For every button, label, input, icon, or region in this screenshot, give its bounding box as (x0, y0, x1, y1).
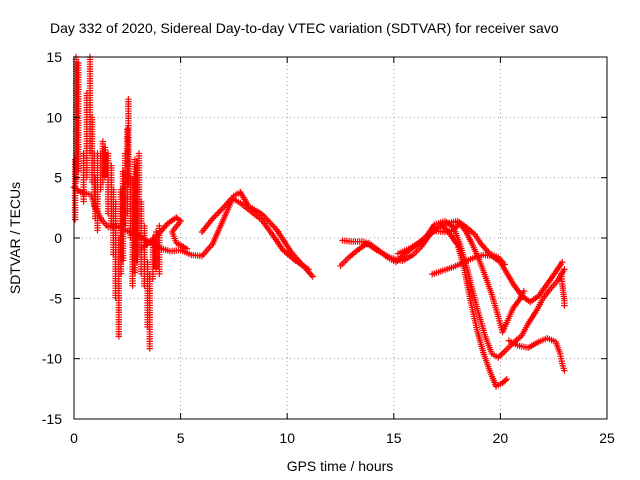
x-tick-label: 0 (70, 430, 78, 446)
y-tick-label: -10 (42, 351, 62, 367)
series-track-b (198, 195, 312, 273)
series-track-i (505, 335, 568, 374)
y-tick-label: -5 (50, 290, 63, 306)
x-tick-label: 10 (279, 430, 295, 446)
y-tick-label: 5 (54, 170, 62, 186)
series-track-h (429, 251, 566, 306)
y-tick-label: 10 (46, 109, 62, 125)
x-tick-label: 15 (386, 430, 402, 446)
x-axis-label: GPS time / hours (287, 458, 394, 474)
x-tick-label: 5 (177, 430, 185, 446)
series-track-j (558, 271, 568, 309)
y-tick-label: 0 (54, 230, 62, 246)
data-markers (70, 53, 568, 390)
y-axis-label: SDTVAR / TECUs (7, 182, 23, 294)
series-early-spikes (71, 53, 163, 352)
axis-ticks: 0 5 10 15 20 25 -15 -10 -5 0 5 10 15 (42, 49, 615, 446)
series-track-g (437, 220, 510, 390)
y-tick-label: 15 (46, 49, 62, 65)
x-tick-label: 25 (599, 430, 615, 446)
chart-title: Day 332 of 2020, Sidereal Day-to-day VTE… (50, 20, 559, 36)
y-tick-label: -15 (42, 411, 62, 427)
x-tick-label: 20 (493, 430, 509, 446)
